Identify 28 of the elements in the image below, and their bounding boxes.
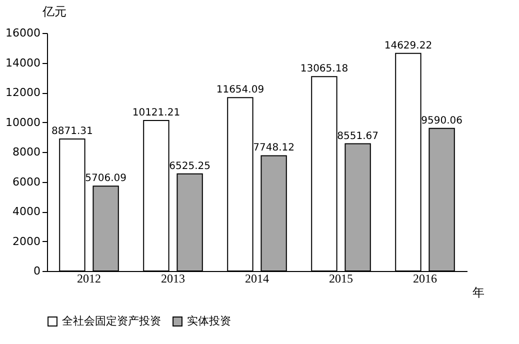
y-tick-label: 14000 <box>6 56 40 70</box>
x-tick-label: 2014 <box>245 272 269 286</box>
x-tick-label: 2015 <box>329 272 353 286</box>
y-tick-label: 16000 <box>6 26 40 40</box>
y-tick-label: 10000 <box>6 116 40 129</box>
y-axis-title: 亿元 <box>42 4 66 18</box>
data-label: 6525.25 <box>169 160 210 172</box>
legend-label: 全社会固定资产投资 <box>62 314 161 328</box>
y-tick-label: 4000 <box>12 205 40 218</box>
y-tick-label: 6000 <box>12 175 40 188</box>
data-label: 11654.09 <box>216 84 264 96</box>
data-label: 5706.09 <box>85 173 126 184</box>
y-tick-label: 2000 <box>12 234 40 248</box>
legend-label: 实体投资 <box>187 314 231 328</box>
y-tick-label: 12000 <box>6 86 40 99</box>
x-tick-label: 2013 <box>161 272 185 286</box>
x-tick-label: 2016 <box>413 272 437 286</box>
data-label: 7748.12 <box>253 142 294 154</box>
y-tick-label: 8000 <box>12 146 40 158</box>
data-label: 8871.31 <box>52 126 93 138</box>
data-label: 10121.21 <box>132 107 180 118</box>
data-label: 13065.18 <box>300 64 348 75</box>
y-tick-label: 0 <box>34 264 40 278</box>
data-label: 9590.06 <box>421 115 462 126</box>
x-tick-label: 2012 <box>77 272 101 286</box>
data-label: 8551.67 <box>337 130 378 142</box>
data-label: 14629.22 <box>384 40 432 52</box>
x-axis-title: 年 <box>472 286 484 300</box>
